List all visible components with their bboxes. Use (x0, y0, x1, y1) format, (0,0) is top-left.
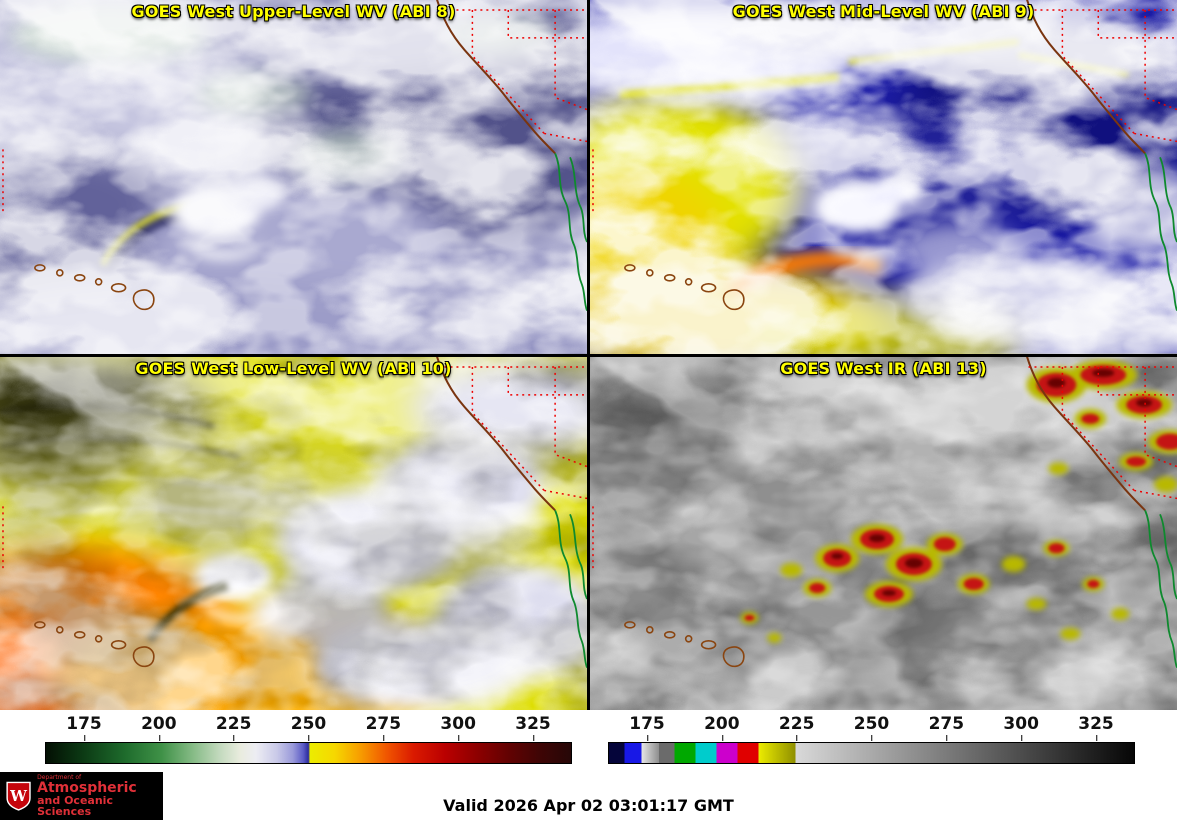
logo-line2: and Oceanic Sciences (37, 793, 113, 819)
panel-grid: GOES West Upper-Level WV (ABI 8) (0, 0, 1177, 710)
tick-label: 325 (1078, 714, 1114, 741)
wv-colorbar: 175 200 225 250 275 300 325 (45, 714, 572, 768)
uw-crest-icon: W (6, 781, 31, 811)
tick-label: 225 (215, 714, 252, 741)
valid-time: Valid 2026 Apr 02 03:01:17 GMT (443, 796, 734, 815)
tick-label: 200 (704, 714, 740, 741)
panel-title: GOES West IR (ABI 13) (780, 358, 987, 378)
satellite-image-abi8 (0, 0, 587, 354)
ir-colorbar: 175 200 225 250 275 300 325 (608, 714, 1135, 768)
tick-label: 250 (853, 714, 890, 741)
tick-label: 300 (1003, 714, 1039, 741)
tick-label: 325 (515, 714, 551, 741)
tick-label: 275 (365, 714, 402, 741)
wv-colorbar-gradient (45, 742, 572, 764)
panel-low-wv: GOES West Low-Level WV (ABI 10) (0, 356, 587, 710)
footer: W Department of Atmospheric and Oceanic … (0, 772, 1177, 820)
ir-colorbar-gradient (608, 742, 1135, 764)
colorbar-section: 175 200 225 250 275 300 325 175 200 225 … (0, 710, 1177, 772)
crest-letter: W (9, 787, 27, 805)
tick-label: 250 (290, 714, 327, 741)
satellite-image-abi9 (590, 0, 1177, 354)
tick-label: 175 (66, 714, 102, 741)
tick-label: 175 (629, 714, 665, 741)
tick-label: 200 (141, 714, 177, 741)
panel-mid-wv: GOES West Mid-Level WV (ABI 9) (590, 0, 1177, 354)
satellite-image-abi10 (0, 356, 587, 710)
wv-colorbar-ticks: 175 200 225 250 275 300 325 (45, 714, 572, 741)
logo-text: Department of Atmospheric and Oceanic Sc… (37, 773, 158, 819)
satellite-image-abi13 (590, 356, 1177, 710)
logo-dept-text: Department of (37, 773, 82, 781)
panel-title: GOES West Mid-Level WV (ABI 9) (732, 2, 1035, 21)
aos-logo: W Department of Atmospheric and Oceanic … (0, 772, 163, 820)
ir-colorbar-ticks: 175 200 225 250 275 300 325 (608, 714, 1135, 741)
panel-ir: GOES West IR (ABI 13) (590, 356, 1177, 710)
tick-label: 300 (440, 714, 476, 741)
panel-upper-wv: GOES West Upper-Level WV (ABI 8) (0, 0, 587, 354)
logo-line1: Atmospheric (37, 779, 137, 796)
panel-title: GOES West Low-Level WV (ABI 10) (135, 358, 452, 378)
panel-title: GOES West Upper-Level WV (ABI 8) (131, 2, 456, 21)
tick-label: 225 (778, 714, 815, 741)
tick-label: 275 (928, 714, 965, 741)
